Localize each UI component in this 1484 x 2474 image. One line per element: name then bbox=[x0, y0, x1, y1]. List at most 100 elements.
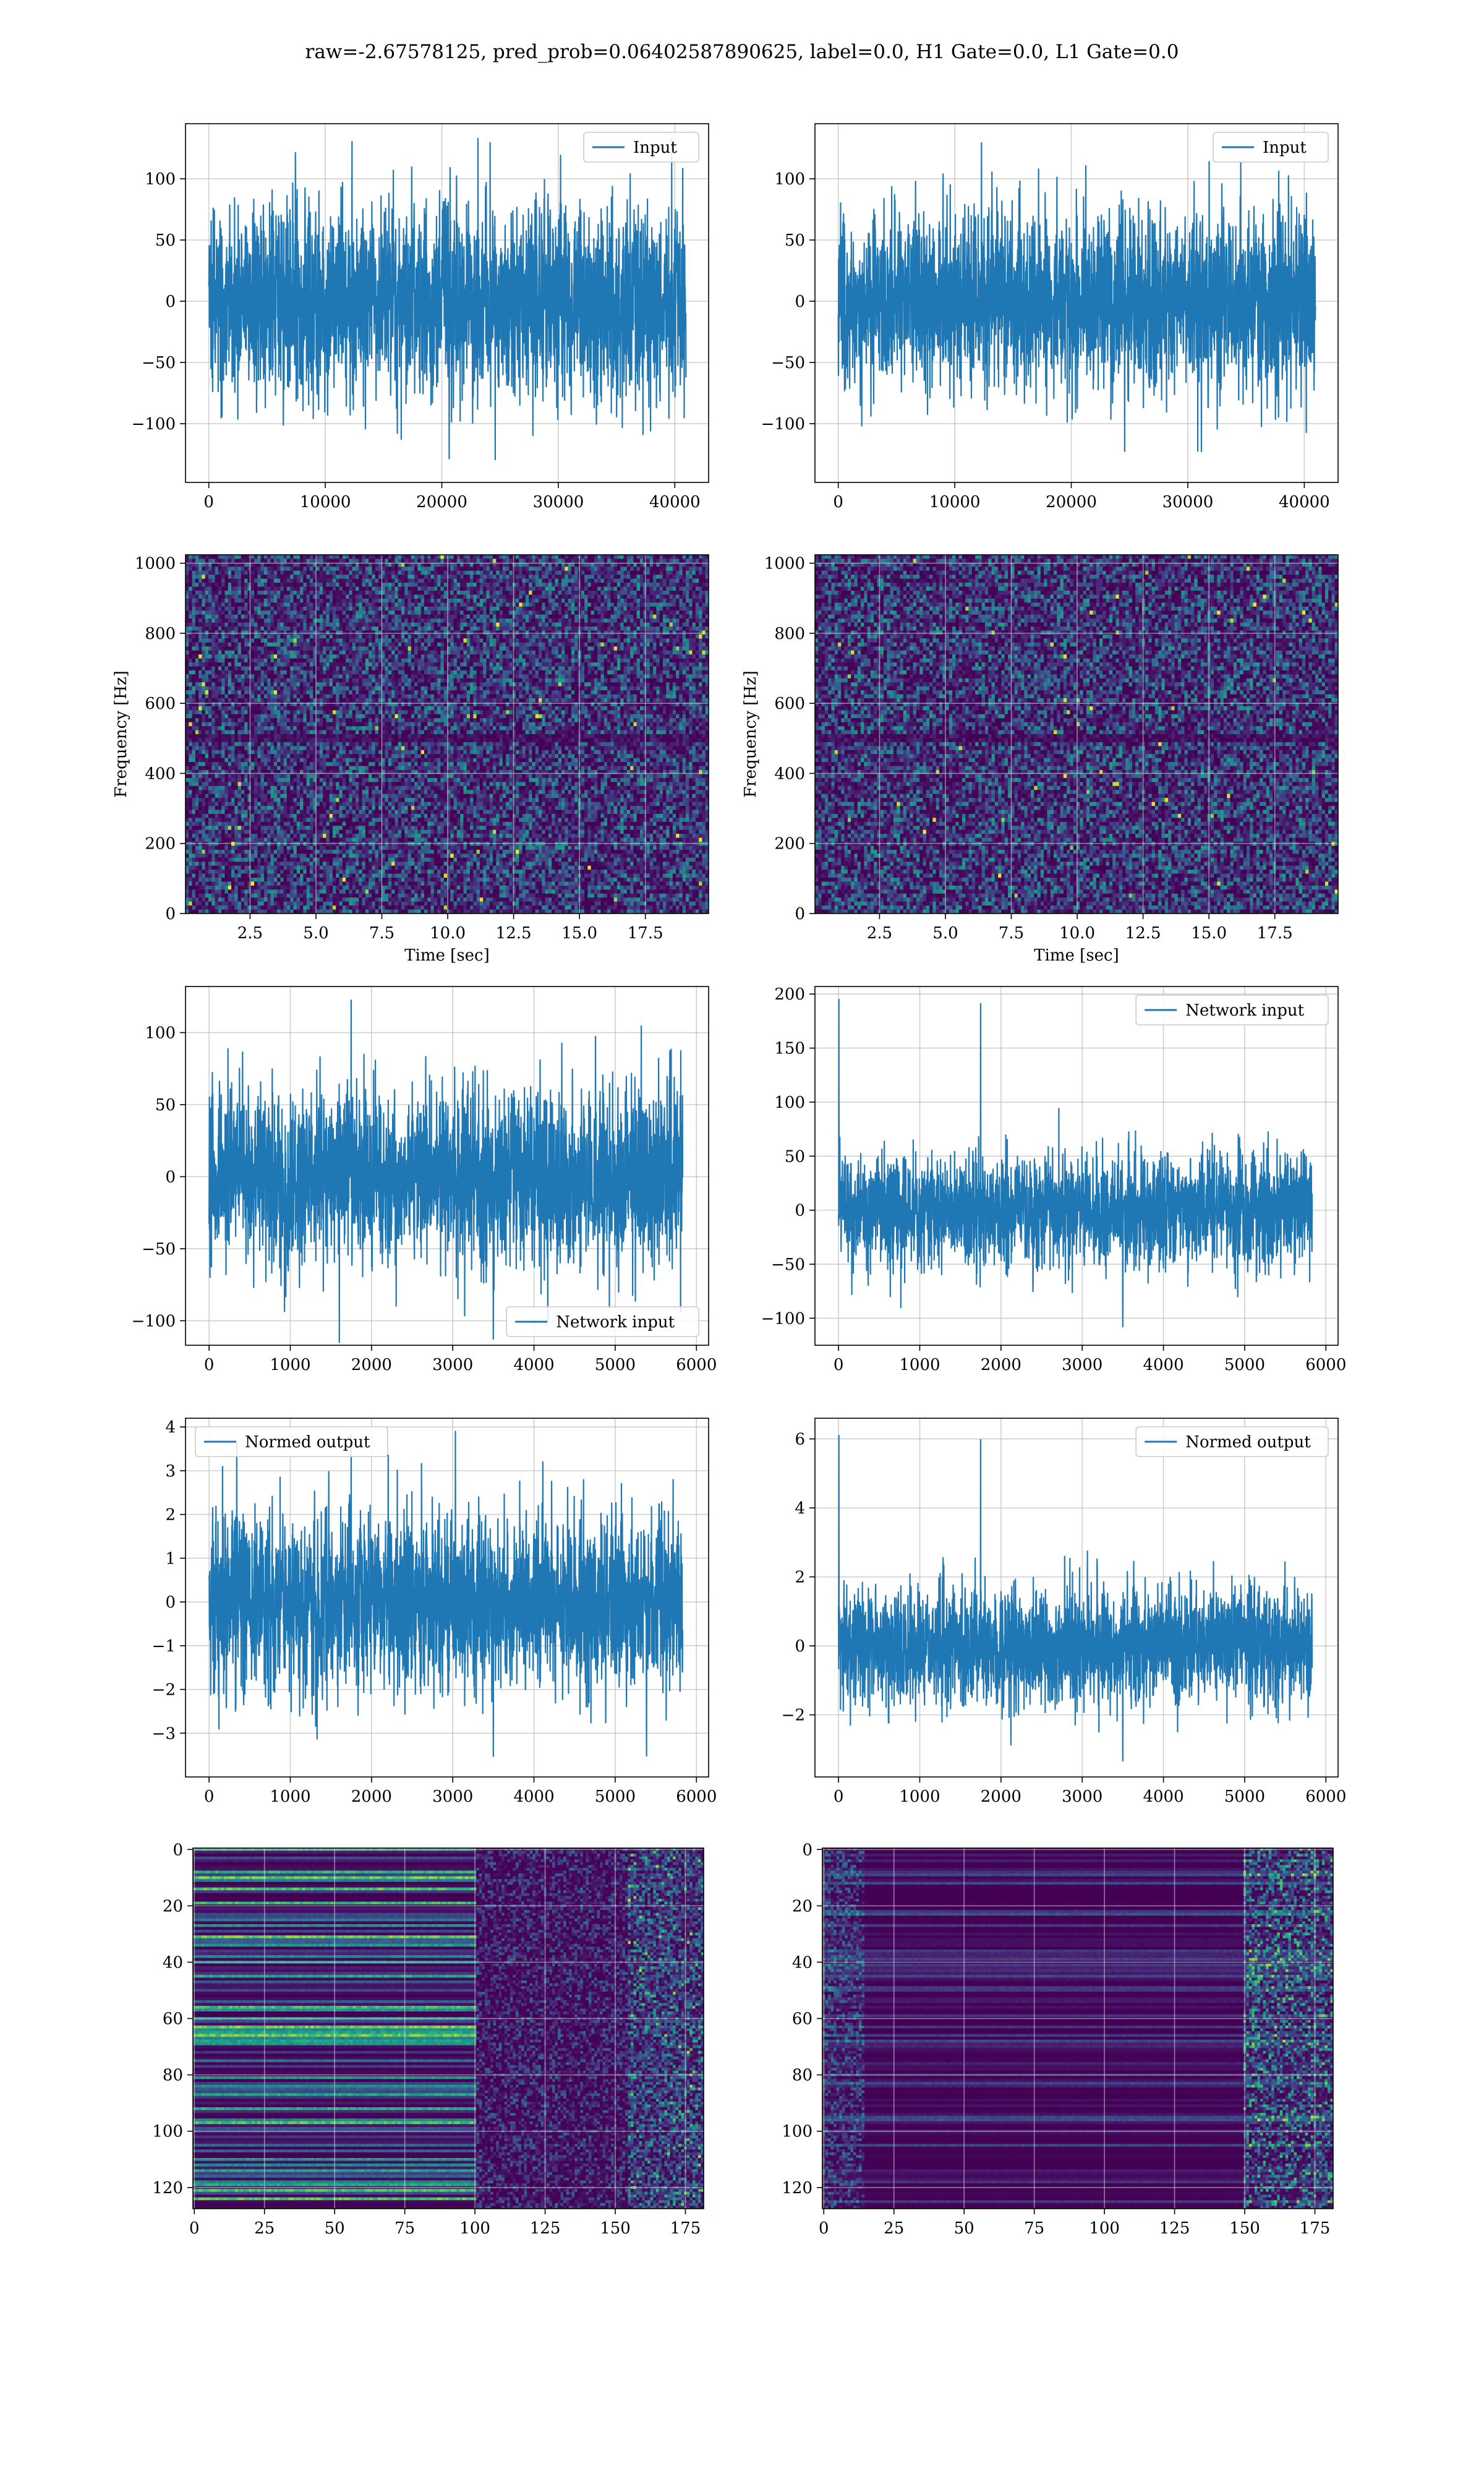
y-tick-label: 200 bbox=[774, 985, 805, 1004]
legend: Normed output bbox=[1136, 1427, 1328, 1457]
y-tick-label: 50 bbox=[785, 231, 805, 250]
x-tick-label: 17.5 bbox=[628, 924, 663, 943]
x-tick-label: 3000 bbox=[1062, 1356, 1102, 1374]
y-tick-label: 50 bbox=[155, 231, 176, 250]
x-tick-label: 25 bbox=[884, 2219, 904, 2238]
y-tick-label: 4 bbox=[165, 1418, 176, 1437]
x-tick-label: 7.5 bbox=[999, 924, 1024, 943]
subplot-p5: 0 1000 2000 3000 4000 5000 6000−100−50050100Ne… bbox=[132, 987, 717, 1374]
legend-entry: Normed output bbox=[245, 1433, 370, 1452]
y-tick-label: 100 bbox=[152, 2123, 183, 2141]
y-tick-label: 40 bbox=[163, 1953, 183, 1972]
x-tick-label: 1000 bbox=[270, 1356, 310, 1374]
y-tick-label: 2 bbox=[165, 1506, 176, 1525]
legend: Network input bbox=[506, 1307, 699, 1337]
legend: Input bbox=[1213, 132, 1328, 162]
y-tick-label: 100 bbox=[145, 1024, 176, 1043]
plot-area bbox=[815, 124, 1338, 482]
x-tick-label: 12.5 bbox=[1125, 924, 1161, 943]
x-tick-label: 5000 bbox=[595, 1356, 636, 1374]
y-tick-label: −3 bbox=[152, 1724, 176, 1743]
x-tick-label: 5.0 bbox=[303, 924, 328, 943]
x-tick-label: 20000 bbox=[416, 493, 467, 511]
legend-entry: Normed output bbox=[1185, 1433, 1311, 1452]
y-tick-label: 60 bbox=[163, 2010, 183, 2029]
y-tick-label: 40 bbox=[792, 1953, 812, 1972]
plot-area bbox=[815, 555, 1339, 914]
x-tick-label: 0 bbox=[189, 2219, 200, 2238]
y-tick-label: −1 bbox=[152, 1637, 176, 1656]
y-tick-label: 50 bbox=[155, 1096, 176, 1115]
x-tick-label: 3000 bbox=[432, 1787, 473, 1806]
y-tick-label: 600 bbox=[145, 695, 176, 713]
x-tick-label: 12.5 bbox=[496, 924, 532, 943]
plot-area bbox=[815, 987, 1338, 1345]
y-tick-label: 80 bbox=[163, 2066, 183, 2085]
x-tick-label: 5000 bbox=[595, 1787, 636, 1806]
y-tick-label: −50 bbox=[142, 354, 176, 372]
y-tick-label: −50 bbox=[142, 1240, 176, 1259]
y-tick-label: 20 bbox=[163, 1897, 183, 1915]
y-tick-label: 200 bbox=[145, 835, 176, 854]
y-tick-label: 4 bbox=[795, 1499, 805, 1518]
x-tick-label: 0 bbox=[834, 1356, 844, 1374]
y-tick-label: 0 bbox=[165, 905, 176, 923]
y-tick-label: 800 bbox=[774, 625, 805, 643]
x-tick-label: 1000 bbox=[270, 1787, 310, 1806]
x-tick-label: 25 bbox=[254, 2219, 275, 2238]
x-tick-label: 1000 bbox=[899, 1787, 940, 1806]
series-line-0 bbox=[838, 1436, 1312, 1761]
x-tick-label: 2000 bbox=[981, 1356, 1021, 1374]
x-tick-label: 125 bbox=[1159, 2219, 1190, 2238]
x-tick-label: 20000 bbox=[1046, 493, 1097, 511]
y-tick-label: −100 bbox=[761, 1309, 805, 1328]
x-tick-label: 100 bbox=[1089, 2219, 1120, 2238]
y-tick-label: 120 bbox=[152, 2179, 183, 2198]
x-tick-label: 15.0 bbox=[1191, 924, 1227, 943]
series-line-0 bbox=[209, 1000, 683, 1342]
plot-area bbox=[186, 124, 709, 482]
x-tick-label: 17.5 bbox=[1257, 924, 1293, 943]
y-tick-label: 400 bbox=[774, 764, 805, 783]
plot-area bbox=[186, 555, 709, 914]
y-tick-label: 1000 bbox=[764, 555, 805, 573]
legend-entry: Input bbox=[1263, 139, 1307, 157]
legend-entry: Input bbox=[633, 139, 677, 157]
y-tick-label: 2 bbox=[795, 1569, 805, 1587]
x-tick-label: 30000 bbox=[1162, 493, 1214, 511]
y-tick-label: 200 bbox=[774, 835, 805, 854]
y-tick-label: −2 bbox=[152, 1681, 176, 1700]
y-tick-label: 120 bbox=[782, 2179, 812, 2198]
y-tick-label: 800 bbox=[145, 625, 176, 643]
x-tick-label: 30000 bbox=[533, 493, 584, 511]
y-tick-label: 100 bbox=[774, 1094, 805, 1112]
x-tick-label: 0 bbox=[204, 1787, 215, 1806]
legend-entry: Network input bbox=[556, 1313, 675, 1332]
subplot-p4: 2.5 5.0 7.5 10.0 12.5 15.0 17.5020040060080010… bbox=[741, 555, 1339, 965]
legend: Network input bbox=[1136, 995, 1328, 1025]
x-tick-label: 6000 bbox=[676, 1787, 717, 1806]
plot-area bbox=[815, 1418, 1338, 1777]
x-tick-label: 0 bbox=[819, 2219, 829, 2238]
x-tick-label: 6000 bbox=[1305, 1787, 1346, 1806]
y-axis-label: Frequency [Hz] bbox=[741, 670, 760, 798]
subplot-p6: 0 1000 2000 3000 4000 5000 6000−100−5005010015… bbox=[761, 985, 1347, 1374]
y-tick-label: 600 bbox=[774, 695, 805, 713]
x-tick-label: 10.0 bbox=[1059, 924, 1095, 943]
y-tick-label: 0 bbox=[802, 1841, 812, 1859]
y-tick-label: 0 bbox=[795, 293, 805, 311]
x-tick-label: 6000 bbox=[676, 1356, 717, 1374]
y-tick-label: 50 bbox=[785, 1147, 805, 1166]
y-tick-label: −50 bbox=[771, 354, 805, 372]
x-tick-label: 0 bbox=[833, 493, 843, 511]
x-tick-label: 2000 bbox=[351, 1787, 392, 1806]
y-tick-label: 0 bbox=[165, 1593, 176, 1612]
x-tick-label: 4000 bbox=[1143, 1787, 1183, 1806]
x-tick-label: 100 bbox=[459, 2219, 490, 2238]
x-tick-label: 150 bbox=[1229, 2219, 1260, 2238]
x-tick-label: 3000 bbox=[1062, 1787, 1102, 1806]
x-tick-label: 5.0 bbox=[932, 924, 958, 943]
